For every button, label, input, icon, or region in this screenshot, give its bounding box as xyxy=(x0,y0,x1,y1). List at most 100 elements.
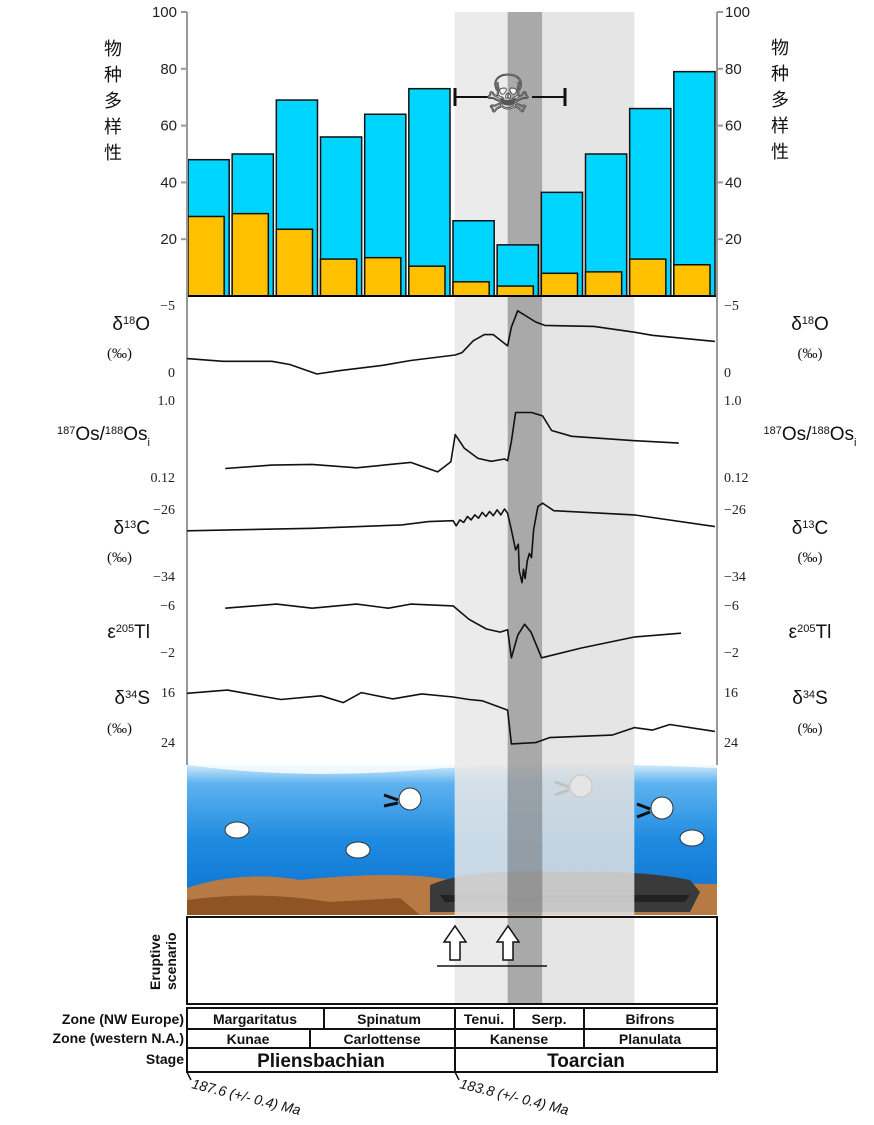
axis-bottom-left: −34 xyxy=(153,570,175,585)
zone-carlottense: Carlottense xyxy=(343,1031,420,1047)
arrow-up-icon xyxy=(442,924,468,961)
zone-kanense: Kanense xyxy=(490,1031,549,1047)
axis-bottom-left: 0.12 xyxy=(151,471,176,486)
axis-top-right: −26 xyxy=(724,503,746,518)
diversity-tick-left: 20 xyxy=(160,231,177,248)
bar-survivors xyxy=(363,256,402,297)
fish-icon xyxy=(345,841,371,859)
zone-kunae: Kunae xyxy=(227,1031,270,1047)
age-boundary-1: 187.6 (+/- 0.4) Ma xyxy=(190,1075,302,1118)
diversity-tick-right: 60 xyxy=(725,118,742,135)
diversity-ticks: 100 100 80 80 60 60 40 40 20 20 xyxy=(152,4,750,248)
ocean-scene xyxy=(187,764,717,915)
proxy-label-d34S: δ34S xyxy=(792,688,828,709)
curve-Tl xyxy=(225,603,682,659)
proxy-unit-d18O: (‰) xyxy=(107,346,132,362)
axis-top-right: −5 xyxy=(724,299,739,314)
row-label-western-na: Zone (western N.A.) xyxy=(53,1030,184,1046)
proxy-label-d18O: δ18O xyxy=(791,314,829,335)
bar-survivors xyxy=(452,281,490,297)
zones-table: Zone (NW Europe) Zone (western N.A.) Sta… xyxy=(53,1007,718,1118)
axis-top-right: −6 xyxy=(724,599,739,614)
axis-bottom-left: −2 xyxy=(160,646,175,661)
diversity-tick-left: 80 xyxy=(160,61,177,78)
eruptive-label-1: Eruptive xyxy=(147,934,163,990)
diversity-axis-label-right: 物种多样性 xyxy=(768,38,789,168)
axis-bottom-right: 0.12 xyxy=(724,471,749,486)
axis-bottom-right: 24 xyxy=(724,736,738,751)
stage-toarcian: Toarcian xyxy=(547,1051,625,1072)
skull-icon: ☠ xyxy=(485,65,532,125)
diversity-tick-right: 80 xyxy=(725,61,742,78)
proxy-unit-d13C: (‰) xyxy=(798,550,823,566)
bar-survivors xyxy=(673,264,711,297)
bar-survivors xyxy=(275,228,314,297)
row-label-nw-europe: Zone (NW Europe) xyxy=(62,1011,184,1027)
bar-survivors xyxy=(408,265,446,297)
ammonite-icon xyxy=(636,796,674,820)
diversity-label-char: 物 xyxy=(104,39,122,60)
bar-survivors xyxy=(584,271,623,297)
proxy-label-d13C: δ13C xyxy=(792,518,829,539)
age-boundary-2: 183.8 (+/- 0.4) Ma xyxy=(458,1075,570,1118)
arrow-up-icon xyxy=(495,924,521,961)
diversity-label-char: 样 xyxy=(104,117,122,138)
proxy-label-tl: ε205Tl xyxy=(789,622,832,643)
extinction-band-light xyxy=(454,12,508,1004)
proxy-label-tl: ε205Tl xyxy=(107,622,150,643)
row-label-stage: Stage xyxy=(146,1051,184,1067)
diversity-tick-left: 60 xyxy=(160,118,177,135)
proxy-unit-d34S: (‰) xyxy=(107,721,132,737)
proxy-label-d34S: δ34S xyxy=(114,688,150,709)
extinction-band-peak xyxy=(507,12,543,1004)
bar-survivors xyxy=(628,258,667,297)
axis-bottom-right: −2 xyxy=(724,646,739,661)
zone-serp: Serp. xyxy=(531,1011,566,1027)
eruptive-scenario: Eruptive scenario xyxy=(147,916,718,1005)
proxy-unit-d13C: (‰) xyxy=(107,550,132,566)
extinction-skull: ☠ xyxy=(453,65,567,126)
curve-Os xyxy=(225,411,679,473)
axis-top-left: −6 xyxy=(160,599,175,614)
curve-d13C xyxy=(186,502,716,584)
curve-d18O xyxy=(186,310,715,375)
curve-d34S xyxy=(186,689,716,745)
zone-margaritatus: Margaritatus xyxy=(213,1011,297,1027)
axis-bottom-right: 0 xyxy=(724,366,731,381)
proxy-label-d13C: δ13C xyxy=(113,518,150,539)
proxy-label-os: 187Os/188Osi xyxy=(57,424,150,449)
axis-bottom-left: 0 xyxy=(168,366,175,381)
zone-spinatum: Spinatum xyxy=(357,1011,421,1027)
diversity-tick-right: 40 xyxy=(725,174,742,191)
bar-total xyxy=(673,70,716,297)
bar-survivors xyxy=(496,285,535,297)
bar-total xyxy=(408,87,451,297)
zone-planulata: Planulata xyxy=(619,1031,681,1047)
diversity-tick-right: 100 xyxy=(725,4,750,21)
proxy-labels: −5 0 −5 0 δ18O (‰) δ18O (‰) 1.0 0.12 1.0 0.12 187Os/… xyxy=(57,299,857,751)
eruptive-label-2: scenario xyxy=(163,932,179,990)
diversity-tick-right: 20 xyxy=(725,231,742,248)
diversity-tick-left: 100 xyxy=(152,4,177,21)
axis-top-left: −5 xyxy=(160,299,175,314)
axis-bottom-left: 24 xyxy=(161,736,175,751)
axis-top-left: 1.0 xyxy=(158,394,176,409)
diversity-bars xyxy=(187,70,716,297)
bar-survivors xyxy=(540,272,579,297)
proxy-unit-d18O: (‰) xyxy=(798,346,823,362)
diversity-tick-left: 40 xyxy=(160,174,177,191)
fish-icon xyxy=(224,821,250,839)
axis-top-right: 1.0 xyxy=(724,394,742,409)
proxy-label-os: 187Os/188Osi xyxy=(763,424,856,449)
zone-bifrons: Bifrons xyxy=(626,1011,675,1027)
bar-survivors xyxy=(319,258,358,297)
diversity-label-left: 物种多样性 xyxy=(104,39,122,164)
zone-tenui: Tenui. xyxy=(464,1011,504,1027)
ammonite-icon xyxy=(383,787,422,811)
axis-top-left: −26 xyxy=(153,503,175,518)
fish-icon xyxy=(679,829,705,847)
bar-survivors xyxy=(231,212,270,297)
diversity-label-char: 多 xyxy=(104,91,122,112)
axis-top-left: 16 xyxy=(161,686,175,701)
